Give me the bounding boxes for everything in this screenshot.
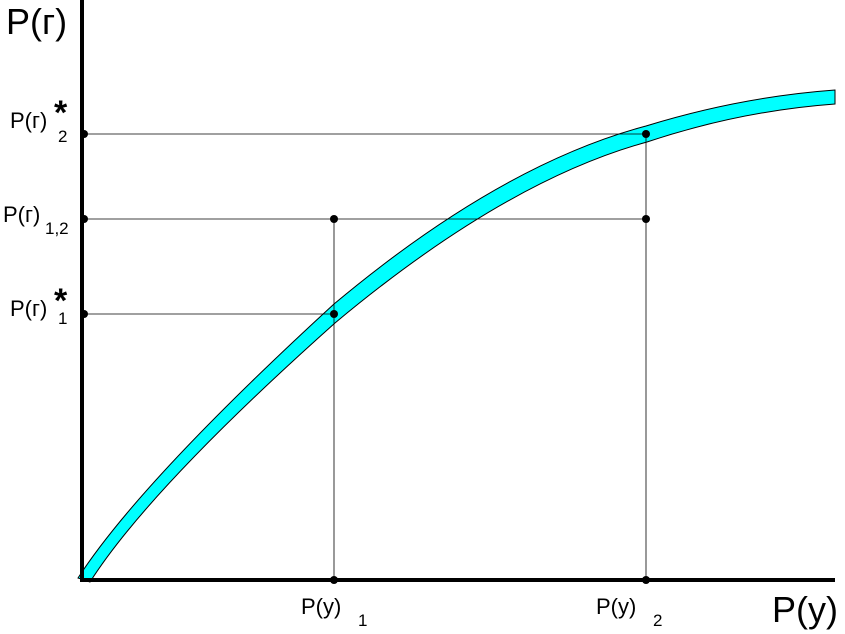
dot-x2-12 xyxy=(642,215,650,223)
dot-curve-2 xyxy=(642,130,650,138)
x-axis-title: P(y) xyxy=(772,589,838,630)
y-tick-sub-1: 1 xyxy=(58,309,67,328)
y-tick-star-2: * xyxy=(54,94,68,132)
y-tick-label-star1: P(г) xyxy=(10,296,47,321)
dot-curve-1 xyxy=(330,310,338,318)
y-tick-sub-12: 1,2 xyxy=(45,219,69,238)
dot-x-axis-2 xyxy=(642,576,650,584)
y-tick-star-1: * xyxy=(54,282,68,320)
dot-x1-12 xyxy=(330,215,338,223)
curve-band xyxy=(77,89,836,583)
dot-y-axis-star2 xyxy=(80,130,88,138)
dot-x-axis-1 xyxy=(330,576,338,584)
y-tick-label-12: P(г) xyxy=(3,202,40,227)
dot-y-axis-12 xyxy=(80,215,88,223)
x-tick-sub-1: 1 xyxy=(358,611,367,630)
x-tick-label-2: P(y) xyxy=(596,594,636,619)
x-tick-label-1: P(y) xyxy=(301,594,341,619)
dot-y-axis-star1 xyxy=(80,310,88,318)
y-tick-label-star2: P(г) xyxy=(10,108,47,133)
x-tick-sub-2: 2 xyxy=(653,611,662,630)
y-axis-title: P(г) xyxy=(6,1,67,42)
y-tick-sub-2: 2 xyxy=(58,127,67,146)
